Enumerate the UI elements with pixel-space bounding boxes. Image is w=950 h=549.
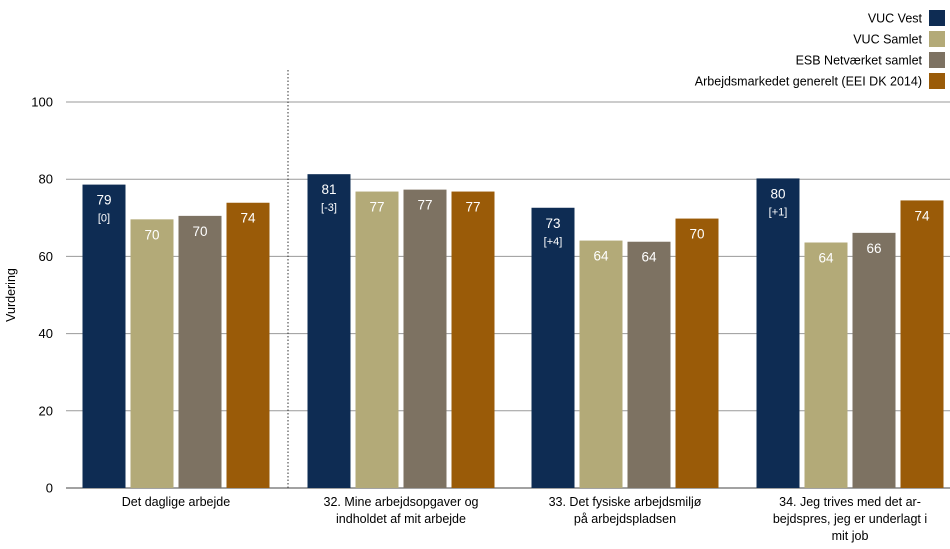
x-category-label: på arbejdspladsen: [574, 512, 676, 526]
bar: [852, 232, 896, 488]
bar: [756, 178, 800, 489]
bar-value-label: 70: [192, 224, 207, 239]
bar: [675, 218, 719, 488]
legend-label: ESB Netværket samlet: [796, 54, 923, 68]
bar-value-label: 64: [818, 251, 834, 266]
bar: [900, 200, 944, 488]
bar: [82, 184, 126, 488]
bar: [531, 207, 575, 488]
y-tick-label: 80: [39, 172, 53, 187]
bar-value-label: 77: [369, 200, 384, 215]
x-category-label: Det daglige arbejde: [122, 495, 230, 509]
bar: [579, 240, 623, 488]
legend: VUC Vest VUC Samlet ESB Netværket samlet Ar…: [695, 10, 945, 89]
y-tick-label: 40: [39, 326, 53, 341]
x-category-label: mit job: [832, 529, 869, 543]
bar: [355, 191, 399, 488]
bar-delta-label: [0]: [98, 213, 110, 225]
bar-value-label: 64: [641, 250, 657, 265]
x-category-label: 34. Jeg trives med det ar-: [779, 495, 921, 509]
legend-label: Arbejdsmarkedet generelt (EEI DK 2014): [695, 75, 922, 89]
bar-value-label: 74: [240, 211, 256, 226]
bar: [403, 189, 447, 488]
bar-value-label: 77: [417, 198, 432, 213]
bar: [226, 202, 270, 488]
bar-value-label: 64: [593, 249, 609, 264]
bar-value-label: 81: [321, 182, 336, 197]
bar: [804, 242, 848, 488]
legend-swatch: [929, 52, 945, 68]
legend-label: VUC Samlet: [853, 33, 922, 47]
legend-swatch: [929, 73, 945, 89]
x-category-label: bejdspres, jeg er underlagt i: [773, 512, 927, 526]
bar-value-label: 66: [866, 241, 881, 256]
bar-delta-label: [-3]: [321, 202, 337, 214]
y-tick-label: 100: [31, 95, 53, 110]
bar-value-label: 74: [914, 208, 930, 223]
bar: [130, 219, 174, 488]
y-tick-label: 20: [39, 403, 53, 418]
bar-delta-label: [+1]: [769, 206, 788, 218]
x-category-label: 33. Det fysiske arbejdsmiljø: [549, 495, 702, 509]
x-axis-category-labels: Det daglige arbejde 32. Mine arbejdsopgav…: [122, 495, 927, 543]
x-category-label: 32. Mine arbejdsopgaver og: [324, 495, 479, 509]
bar-value-label: 80: [770, 186, 785, 201]
bar: [451, 191, 495, 488]
bar-value-label: 79: [96, 193, 111, 208]
bar-value-label: 77: [465, 200, 480, 215]
legend-swatch: [929, 10, 945, 26]
bars: 79 [0] 81 [-3] 73 [+4] 80 [+1] 70 77 64 64 70 77 64 66 7…: [82, 174, 944, 489]
bar: [307, 174, 351, 488]
bar-delta-label: [+4]: [544, 236, 563, 248]
legend-swatch: [929, 31, 945, 47]
y-axis-label: Vurdering: [4, 268, 18, 322]
bar-value-label: 70: [689, 227, 704, 242]
y-tick-label: 0: [46, 481, 53, 496]
bar: [178, 215, 222, 488]
x-category-label: indholdet af mit arbejde: [336, 512, 466, 526]
y-tick-label: 60: [39, 249, 53, 264]
bar-value-label: 73: [545, 216, 560, 231]
legend-label: VUC Vest: [868, 12, 923, 26]
bar: [627, 241, 671, 488]
bar-value-label: 70: [144, 227, 159, 242]
y-axis-ticks: 0 20 40 60 80 100: [31, 95, 53, 496]
